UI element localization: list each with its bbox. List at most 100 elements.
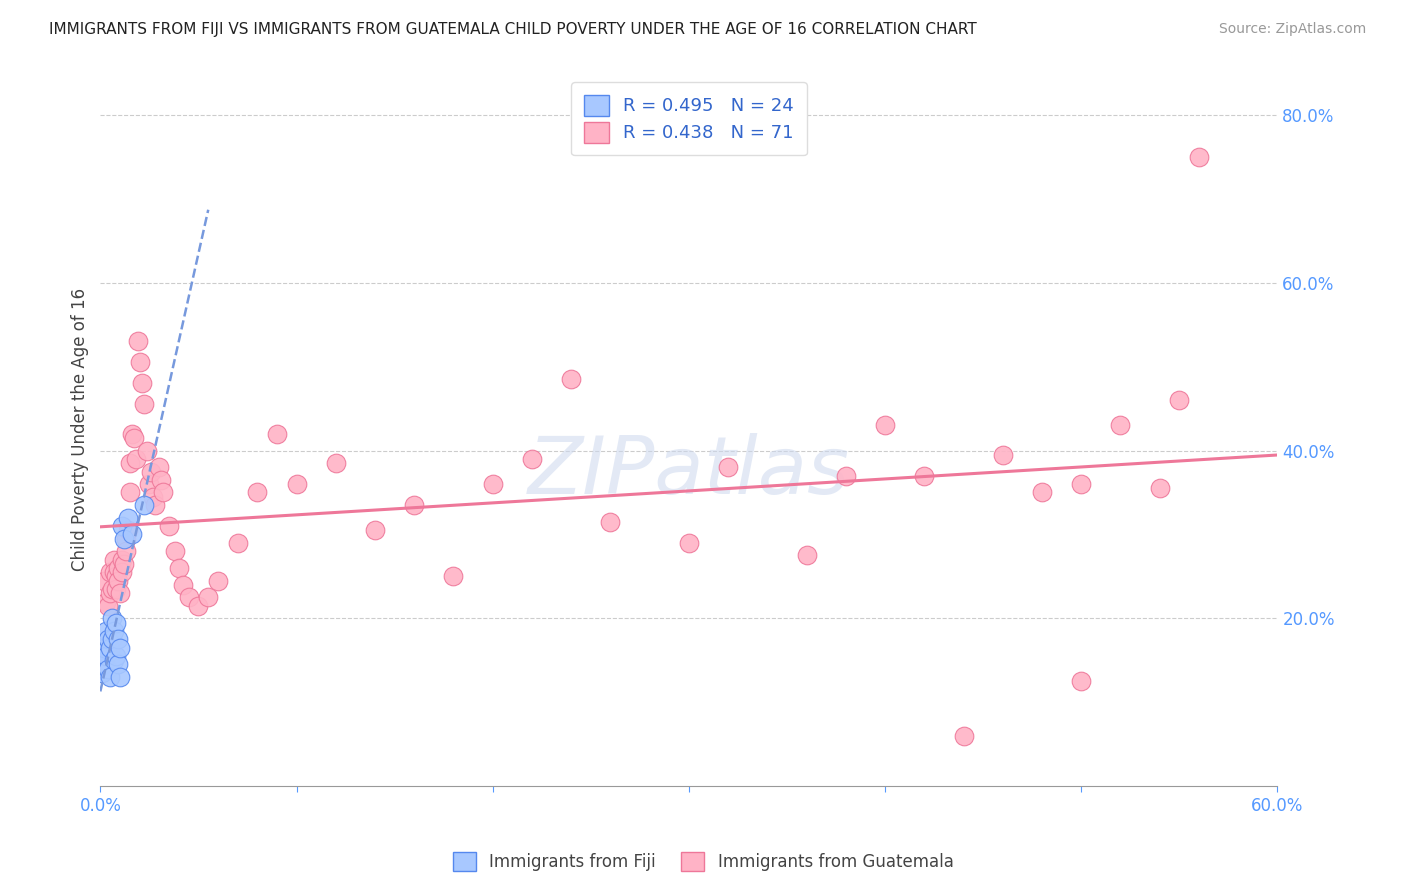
Point [1070,674,1092,689]
Point [122,431,145,445]
Point [187,599,209,613]
Point [404,498,426,512]
Point [991,448,1014,462]
Point [717,460,740,475]
Point [246,485,269,500]
Point [91,665,114,680]
Point [163,544,186,558]
Text: IMMIGRANTS FROM FIJI VS IMMIGRANTS FROM GUATEMALA CHILD POVERTY UNDER THE AGE OF: IMMIGRANTS FROM FIJI VS IMMIGRANTS FROM … [49,22,977,37]
Point [157,519,180,533]
Point [98,565,121,579]
Point [167,561,190,575]
Point [96,649,118,664]
Point [1188,150,1211,164]
Point [108,670,131,684]
Point [142,490,165,504]
Point [98,586,121,600]
Point [835,468,858,483]
Point [97,662,120,676]
Point [150,473,173,487]
Point [105,569,128,583]
Point [111,565,134,579]
Point [912,468,935,483]
Point [128,355,150,369]
Point [138,477,160,491]
Point [111,519,134,533]
Point [132,397,155,411]
Point [103,565,125,579]
Point [105,582,128,596]
Point [96,594,118,608]
Point [1109,418,1132,433]
Point [678,536,700,550]
Point [1070,477,1092,491]
Legend: Immigrants from Fiji, Immigrants from Guatemala: Immigrants from Fiji, Immigrants from Gu… [444,843,962,880]
Point [117,510,139,524]
Point [226,536,249,550]
Text: ZIPatlas: ZIPatlas [527,434,851,511]
Point [98,670,121,684]
Point [1149,481,1171,495]
Point [112,557,135,571]
Point [796,549,818,563]
Point [107,561,129,575]
Point [127,334,149,349]
Point [111,552,134,566]
Point [103,653,125,667]
Point [98,640,121,655]
Point [101,632,124,647]
Text: Source: ZipAtlas.com: Source: ZipAtlas.com [1219,22,1367,37]
Point [952,729,974,743]
Point [266,426,288,441]
Point [107,574,129,588]
Point [101,611,124,625]
Point [124,451,146,466]
Point [599,515,621,529]
Point [177,591,200,605]
Point [93,574,115,588]
Legend: R = 0.495   N = 24, R = 0.438   N = 71: R = 0.495 N = 24, R = 0.438 N = 71 [571,82,807,155]
Point [143,498,166,512]
Point [107,632,129,647]
Point [443,569,465,583]
Y-axis label: Child Poverty Under the Age of 16: Child Poverty Under the Age of 16 [72,288,89,571]
Point [107,657,129,672]
Point [481,477,503,491]
Point [285,477,308,491]
Point [207,574,229,588]
Point [560,372,582,386]
Point [1168,393,1191,408]
Point [152,485,174,500]
Point [364,523,387,537]
Point [97,632,120,647]
Point [132,498,155,512]
Point [105,615,128,630]
Point [115,532,138,546]
Point [148,460,170,475]
Point [115,544,138,558]
Point [520,451,543,466]
Point [325,456,347,470]
Point [103,552,125,566]
Point [105,649,128,664]
Point [118,485,141,500]
Point [141,465,163,479]
Point [131,376,153,391]
Point [117,523,139,537]
Point [121,527,143,541]
Point [197,591,219,605]
Point [108,586,131,600]
Point [873,418,896,433]
Point [93,640,115,655]
Point [97,599,120,613]
Point [103,624,125,638]
Point [172,578,194,592]
Point [118,456,141,470]
Point [121,426,143,441]
Point [112,532,135,546]
Point [136,443,159,458]
Point [108,640,131,655]
Point [96,624,118,638]
Point [93,657,115,672]
Point [1031,485,1053,500]
